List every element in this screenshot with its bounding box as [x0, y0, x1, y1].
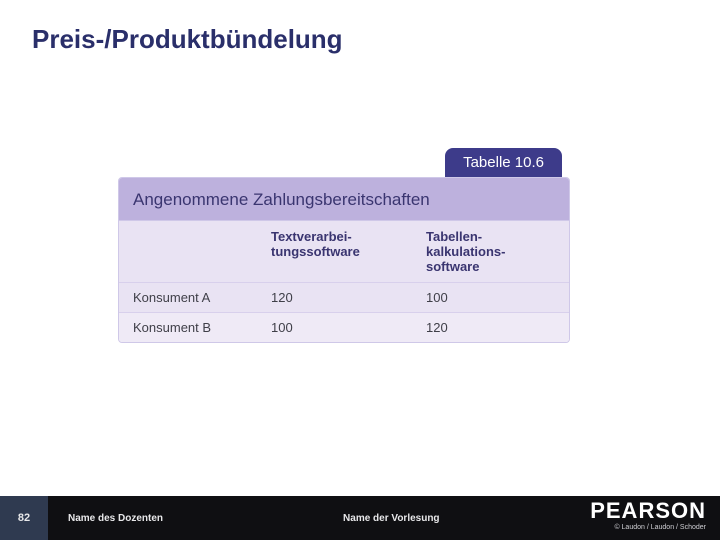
table-row: Konsument A 120 100 [119, 282, 569, 312]
brand-logo: PEARSON [590, 500, 706, 522]
vorlesung-label: Name der Vorlesung [343, 513, 440, 524]
row-value-1: 100 [271, 320, 426, 335]
column-header-empty [133, 229, 271, 274]
row-value-2: 100 [426, 290, 555, 305]
table-container: Tabelle 10.6 Angenommene Zahlungsbereits… [118, 148, 570, 343]
table-card: Angenommene Zahlungsbereitschaften Textv… [118, 177, 570, 343]
copyright: © Laudon / Laudon / Schoder [590, 524, 706, 531]
brand-block: PEARSON © Laudon / Laudon / Schoder [590, 500, 706, 531]
table-tab: Tabelle 10.6 [445, 148, 562, 177]
table-header: Angenommene Zahlungsbereitschaften [119, 178, 569, 221]
row-label: Konsument B [133, 320, 271, 335]
slide: Preis-/Produktbündelung Tabelle 10.6 Ang… [0, 0, 720, 540]
slide-title: Preis-/Produktbündelung [32, 24, 343, 55]
table-row: Konsument B 100 120 [119, 312, 569, 342]
column-header-textverarbeitung: Textverarbei- tungssoftware [271, 229, 426, 274]
dozent-label: Name des Dozenten [68, 513, 163, 524]
row-value-2: 120 [426, 320, 555, 335]
row-label: Konsument A [133, 290, 271, 305]
row-value-1: 120 [271, 290, 426, 305]
column-header-tabellenkalkulation: Tabellen- kalkulations- software [426, 229, 555, 274]
page-number: 82 [0, 496, 48, 540]
footer: 82 Name des Dozenten Name der Vorlesung … [0, 496, 720, 540]
column-headers: Textverarbei- tungssoftware Tabellen- ka… [119, 221, 569, 282]
